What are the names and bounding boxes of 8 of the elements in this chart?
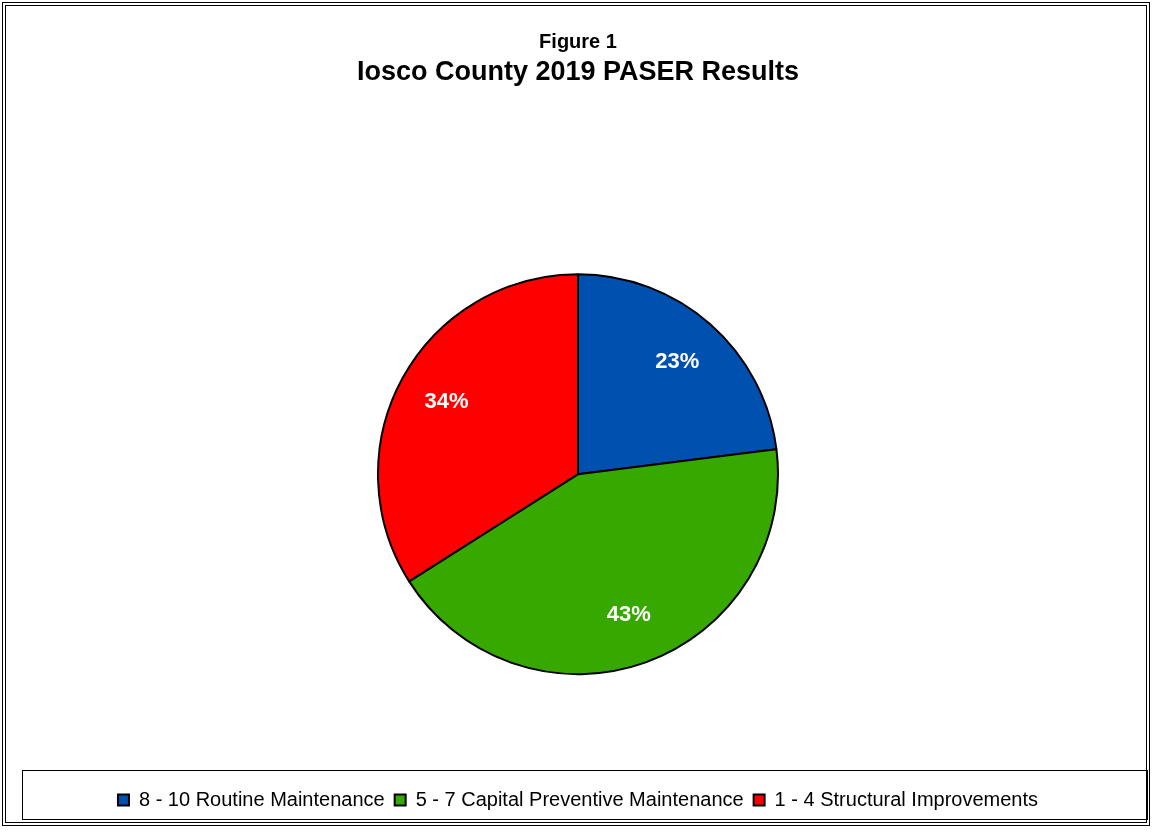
data-label: 23% — [655, 347, 700, 373]
legend-label: 5 - 7 Capital Preventive Maintenance — [415, 787, 744, 810]
legend-label: 8 - 10 Routine Maintenance — [138, 787, 385, 810]
data-label: 43% — [606, 601, 651, 627]
chart-title: Figure 1 — [539, 29, 617, 52]
legend-label: 1 - 4 Structural Improvements — [774, 787, 1039, 810]
chart-subtitle: Iosco County 2019 PASER Results — [356, 55, 800, 86]
data-label: 34% — [424, 388, 469, 413]
